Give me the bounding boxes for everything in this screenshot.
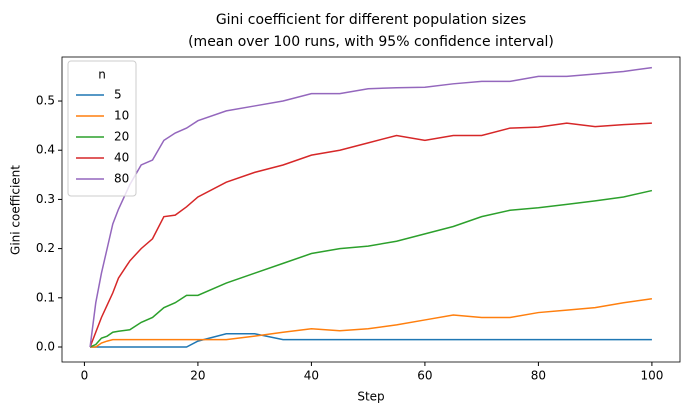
- legend-label: 80: [114, 172, 129, 186]
- y-tick-label: 0.0: [36, 339, 55, 353]
- legend-label: 20: [114, 130, 129, 144]
- legend-label: 5: [114, 88, 122, 102]
- x-tick-label: 100: [640, 369, 663, 383]
- y-tick-label: 0.3: [36, 192, 55, 206]
- y-tick-label: 0.4: [36, 143, 55, 157]
- chart-title: Gini coefficient for different populatio…: [216, 12, 526, 28]
- series-line: [90, 332, 652, 348]
- series-line: [89, 66, 653, 348]
- x-tick-label: 0: [81, 369, 89, 383]
- legend-label: 10: [114, 109, 129, 123]
- series-line: [89, 189, 653, 348]
- x-axis-label: Step: [357, 390, 384, 404]
- x-tick-label: 80: [531, 369, 546, 383]
- x-tick-label: 40: [304, 369, 319, 383]
- y-axis-label: Gini coefficient: [9, 165, 23, 255]
- series-line: [89, 122, 652, 348]
- x-tick-label: 20: [190, 369, 205, 383]
- y-tick-label: 0.1: [36, 290, 55, 304]
- x-tick-label: 60: [417, 369, 432, 383]
- y-tick-label: 0.5: [36, 94, 55, 108]
- legend-title: n: [98, 68, 106, 82]
- y-tick-label: 0.2: [36, 241, 55, 255]
- legend-label: 40: [114, 151, 129, 165]
- plot-area: [61, 56, 681, 363]
- series-line: [90, 298, 653, 348]
- chart-subtitle: (mean over 100 runs, with 95% confidence…: [188, 34, 554, 50]
